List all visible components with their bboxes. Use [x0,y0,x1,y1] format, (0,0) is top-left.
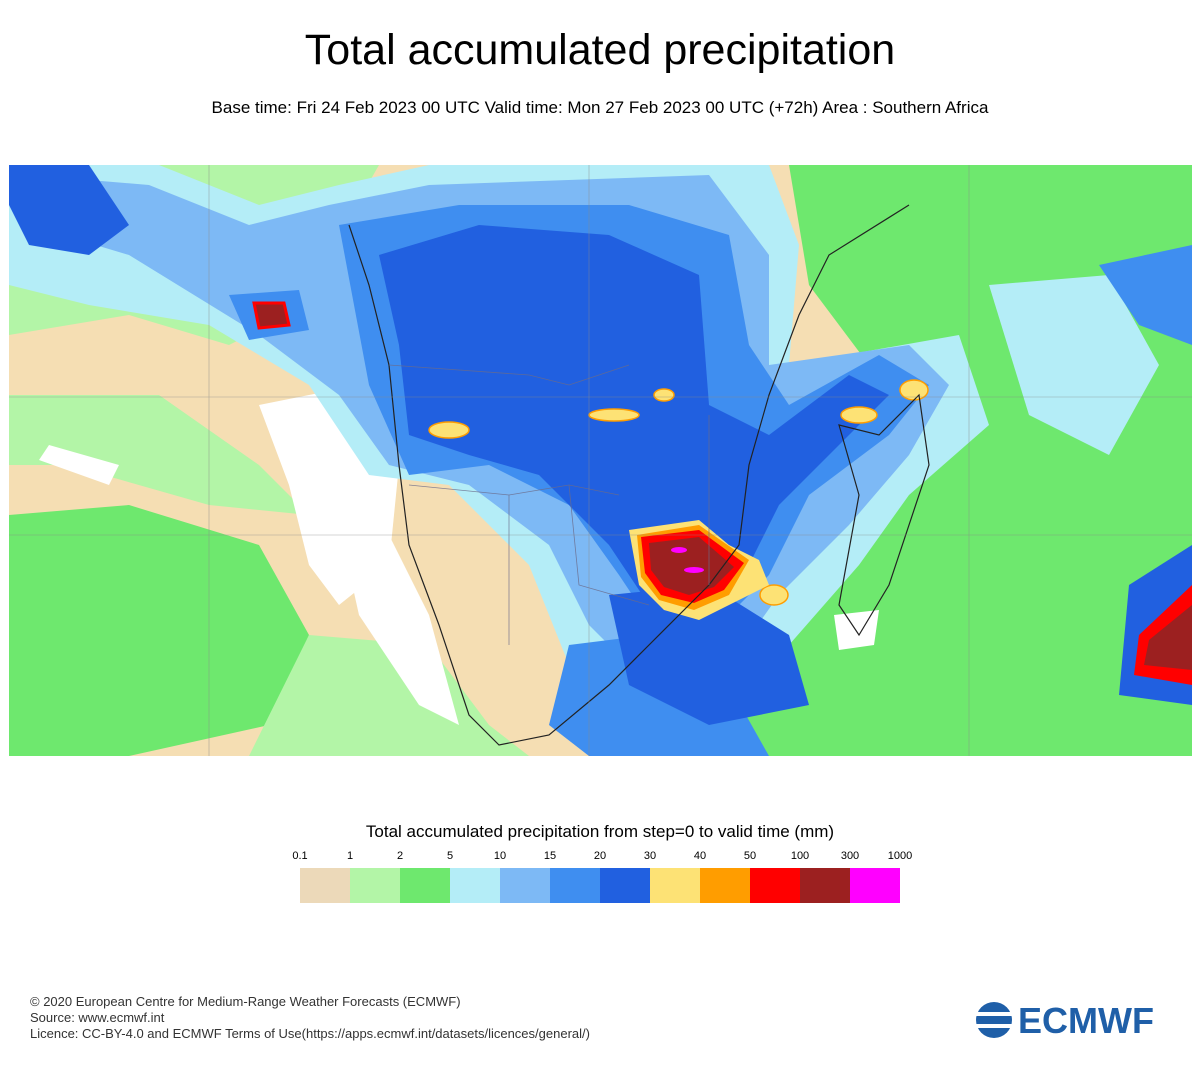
legend-color-swatch [850,868,900,903]
legend-tick-label: 5 [446,850,454,862]
legend-tick-label: 30 [643,850,657,862]
legend-color-swatch [350,868,400,903]
legend-title: Total accumulated precipitation from ste… [365,822,835,841]
no-rain-area-namibia-coast [339,525,459,725]
legend-tick-label: 2 [396,850,404,862]
legend-tick-label: 0.1 [292,850,308,862]
legend-color-swatch [750,868,800,903]
legend-ticks: 0.1 1 2 5 10 15 20 30 40 50 100 300 1000 [292,850,912,866]
footer-source: Source: www.ecmwf.int [30,1010,165,1025]
legend-color-swatch [600,868,650,903]
legend-color-swatch [450,868,500,903]
legend-tick-label: 20 [593,850,607,862]
rain-light-blue-east [989,275,1159,455]
rain-yellow-spots [428,379,929,606]
legend-color-swatch [650,868,700,903]
legend-tick-label: 15 [543,850,557,862]
legend-color-swatch [500,868,550,903]
no-rain-area-west-strip [39,445,119,485]
rain-dark-blue-central [379,225,889,615]
footer-credits: © 2020 European Centre for Medium-Range … [30,994,590,1042]
legend-tick-label: 40 [693,850,707,862]
no-rain-area-madagascar [834,610,879,650]
legend-color-swatch [700,868,750,903]
legend-colorbar [300,868,900,903]
rain-red-angola-west [252,301,291,330]
ecmwf-logo: ECMWF [974,1000,1154,1040]
legend-color-swatch [550,868,600,903]
ecmwf-logo-text: ECMWF [1018,1000,1154,1040]
graticule [9,165,1192,756]
footer-copyright: © 2020 European Centre for Medium-Range … [30,994,461,1009]
legend-tick-label: 1 [346,850,354,862]
legend-tick-label: 300 [840,850,860,862]
legend-tick-label: 10 [493,850,507,862]
legend-tick-label: 50 [743,850,757,862]
ocean-rain-lightgreen-south [249,635,529,756]
rain-blue-east-north [1099,245,1192,345]
rain-blue-west-coast [9,165,129,255]
legend-tick-label: 1000 [887,850,913,862]
ocean-rain-green-west [9,505,309,756]
map-subtitle: Base time: Fri 24 Feb 2023 00 UTC Valid … [211,98,989,117]
rain-maroon-east-edge [1144,605,1192,670]
footer-licence: Licence: CC-BY-4.0 and ECMWF Terms of Us… [30,1026,590,1041]
ocean-rain-lightgreen-west [9,395,309,515]
country-borders [348,204,930,746]
legend-tick-label: 100 [790,850,810,862]
rain-magenta-spots [671,547,704,573]
rain-heavy-angola-west [254,303,289,328]
legend-color-swatch [400,868,450,903]
ecmwf-logo-mark [974,1002,1014,1038]
rain-dark-blue-mozambique [609,585,809,725]
precipitation-map [9,165,1192,756]
map-title: Total accumulated precipitation [304,26,896,74]
legend-color-swatch [800,868,850,903]
admin-lines [388,364,710,645]
legend-color-swatch [300,868,350,903]
